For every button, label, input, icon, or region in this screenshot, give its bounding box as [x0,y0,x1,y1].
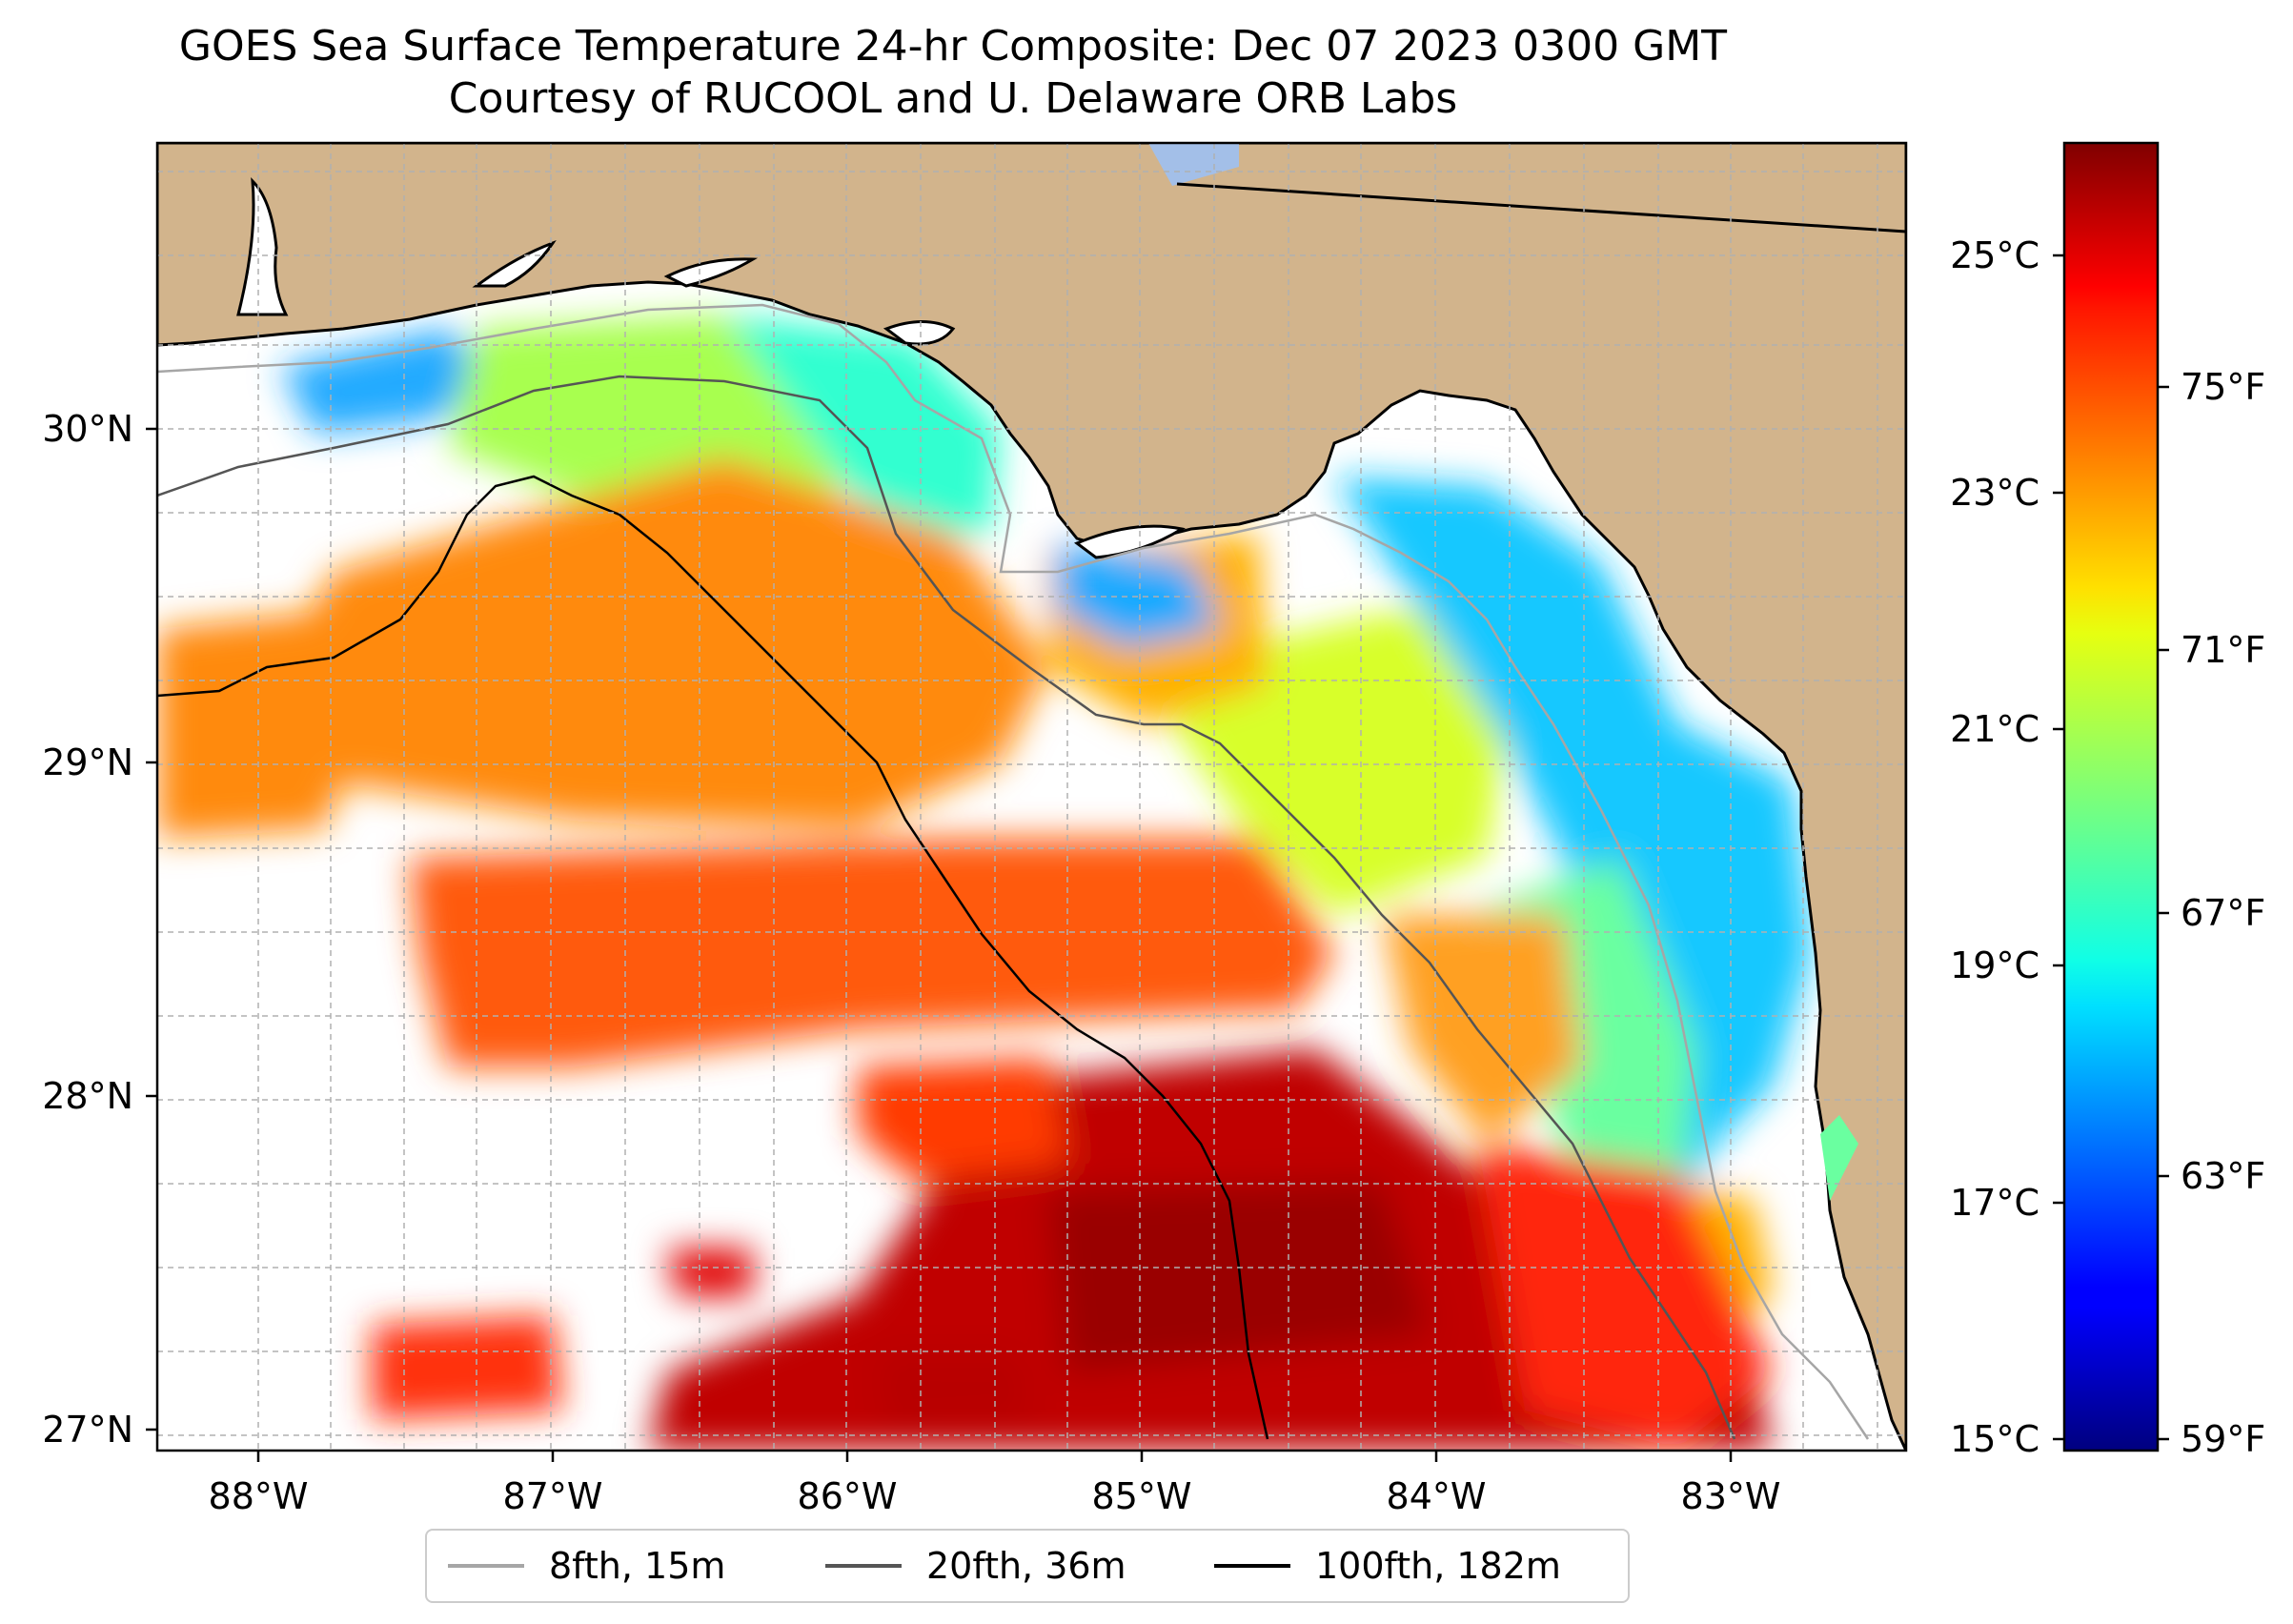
choctawhatchee-bay [663,257,759,288]
sst-patch-offshore-red [858,1058,1067,1182]
lon-tick-label: 83°W [1681,1475,1781,1517]
legend-label: 20fth, 36m [926,1545,1126,1587]
legend-swatch [825,1564,902,1568]
colorbar-celsius-label: 15°C [1950,1418,2039,1460]
legend-item-100fth: 100fth, 182m [1214,1531,1561,1601]
tampa-bay-sst [1820,1115,1858,1201]
lon-tick-label: 86°W [798,1475,898,1517]
mobile-bay [236,177,289,316]
colorbar-celsius-label: 23°C [1950,472,2039,514]
lat-tick-label: 29°N [42,741,133,783]
legend-label: 8fth, 15m [549,1545,726,1587]
legend-item-20fth: 20fth, 36m [825,1531,1126,1601]
sst-patch-tampa-orange [1382,915,1582,1144]
lat-tick-label: 27°N [42,1409,133,1451]
chart-subtitle: Courtesy of RUCOOL and U. Delaware ORB L… [448,74,1458,123]
colorbar-celsius-label: 21°C [1950,708,2039,750]
sst-patch-panhandle-west [281,329,496,434]
longitude-axis [256,1451,1733,1462]
colorbar-fahrenheit-label: 75°F [2181,366,2265,408]
st-andrew-bay [883,320,956,346]
lon-tick-label: 87°W [503,1475,603,1517]
colorbar-celsius-axis [2053,254,2064,1441]
isobath-8fth [157,303,1870,1440]
colorbar-fahrenheit-label: 67°F [2181,892,2265,934]
colorbar-celsius-label: 25°C [1950,234,2039,276]
isobath-100fth [157,475,1269,1440]
state-border [1176,182,1906,233]
colorbar-fahrenheit-label: 71°F [2181,629,2265,671]
sst-patch-southeast-red [1477,1144,1773,1449]
sst-patch-west-orange [157,610,353,839]
legend-swatch [1214,1564,1290,1568]
lat-tick-label: 30°N [42,408,133,450]
lon-tick-label: 84°W [1387,1475,1487,1517]
legend-label: 100fth, 182m [1315,1545,1561,1587]
legend-swatch [448,1564,524,1568]
colorbar-celsius-label: 17°C [1950,1182,2039,1224]
pensacola-bay [472,239,557,288]
lon-tick-label: 85°W [1092,1475,1192,1517]
colorbar [2062,141,2160,1452]
sst-patch-bigbend-blue [1058,543,1220,648]
colorbar-fahrenheit-axis [2158,385,2169,1441]
map-body [157,143,1906,1451]
chart-title: GOES Sea Surface Temperature 24-hr Compo… [178,22,1728,71]
legend-item-8fth: 8fth, 15m [448,1531,725,1601]
latitude-axis [146,427,157,1431]
isobath-20fth [157,375,1736,1440]
lon-tick-label: 88°W [209,1475,309,1517]
sst-patch-apalachicola [724,315,1001,534]
sst-patch-midshelf [410,839,1334,1067]
colorbar-fahrenheit-label: 63°F [2181,1155,2265,1197]
map-border [155,141,1908,1452]
isobath-legend: 8fth, 15m 20fth, 36m 100fth, 182m [425,1529,1630,1603]
colorbar-fahrenheit-label: 59°F [2181,1418,2265,1460]
sst-patch-small-red [667,1248,753,1296]
graticule [157,143,1906,1451]
sst-patch-southwest-red [372,1315,562,1420]
lake-seminole [1148,143,1239,186]
colorbar-celsius-label: 19°C [1950,944,2039,986]
sst-patch-south-darkred [877,1353,1029,1430]
lat-tick-label: 28°N [42,1075,133,1117]
sst-patch-desoto-orange [276,457,1048,829]
